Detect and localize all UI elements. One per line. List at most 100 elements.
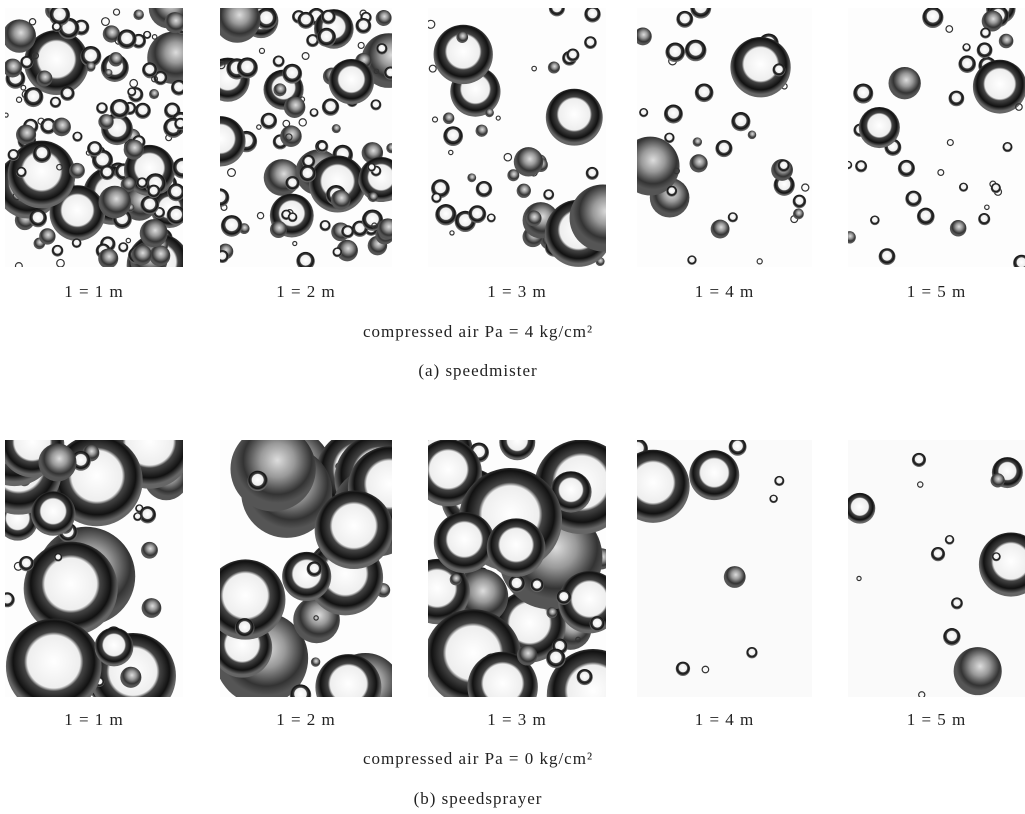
droplet (931, 547, 945, 561)
droplet (211, 188, 230, 207)
droplet (260, 113, 277, 130)
condition: compressed air Pa = 0 kg/cm² (363, 749, 593, 768)
droplet (174, 118, 186, 130)
droplet-photo (404, 422, 639, 742)
droplet (549, 0, 565, 16)
droplet (666, 186, 677, 197)
droplet (386, 143, 396, 153)
droplet (487, 518, 546, 577)
droplet (517, 184, 531, 198)
droplet (329, 59, 374, 104)
droplet (517, 645, 537, 665)
droplet (141, 542, 158, 559)
droplet (468, 205, 486, 223)
droplet (120, 667, 141, 688)
droplet (310, 108, 319, 117)
image-label: 1 = 5 m (907, 710, 967, 729)
droplet (331, 190, 351, 210)
droplet (570, 184, 637, 251)
droplet (149, 89, 159, 99)
droplet (434, 512, 495, 573)
caption: (b) speedsprayer (414, 789, 543, 808)
droplet (317, 28, 336, 47)
droplet (315, 490, 394, 569)
droplet (546, 649, 566, 669)
droplet (288, 212, 298, 222)
droplet (172, 158, 193, 179)
droplet (332, 124, 341, 133)
droplet (167, 206, 186, 225)
droplet (52, 22, 62, 32)
image-label: 1 = 1 m (64, 710, 124, 729)
droplet (311, 657, 320, 666)
droplet (476, 125, 488, 137)
droplet (586, 167, 599, 180)
droplet (889, 67, 921, 99)
droplet (285, 176, 299, 190)
droplet (321, 10, 336, 25)
droplet (376, 10, 392, 26)
droplet (49, 5, 70, 26)
droplet (584, 6, 600, 22)
droplet (905, 191, 921, 207)
image-label: 1 = 4 m (695, 282, 755, 301)
droplet (664, 133, 675, 144)
droplet (450, 574, 462, 586)
droplet (376, 43, 387, 54)
droplet (977, 42, 993, 58)
droplet (39, 228, 55, 244)
droplet (235, 618, 255, 638)
droplet (543, 189, 554, 200)
droplet (135, 103, 151, 119)
droplet (368, 192, 378, 202)
droplet-photo (0, 0, 199, 297)
droplet (844, 493, 875, 524)
droplet (844, 161, 852, 169)
droplet (273, 55, 285, 67)
droplet (33, 144, 52, 163)
droplet (273, 83, 286, 96)
droplet (687, 255, 696, 264)
image-label: 1 = 1 m (64, 282, 124, 301)
droplet (870, 215, 880, 225)
droplet (127, 87, 136, 96)
droplet (50, 97, 61, 108)
droplet (136, 177, 147, 188)
droplet (290, 684, 311, 705)
droplet (87, 141, 102, 156)
droplet (664, 105, 683, 124)
droplet (499, 424, 535, 460)
droplet (793, 195, 807, 209)
droplet (731, 112, 750, 131)
droplet (341, 225, 354, 238)
droplet (514, 147, 543, 176)
droplet (443, 113, 454, 124)
droplet (746, 647, 757, 658)
droplet (164, 12, 185, 33)
droplet (695, 83, 714, 102)
droplet (280, 125, 302, 147)
droplet-photo (427, 0, 637, 267)
droplet (546, 89, 603, 146)
image-label: 1 = 2 m (276, 710, 336, 729)
droplet (774, 476, 784, 486)
droplet (431, 193, 441, 203)
droplet (307, 561, 322, 576)
droplet (728, 212, 738, 222)
droplet (297, 12, 314, 29)
droplet-photo (843, 0, 1025, 272)
droplet (86, 62, 96, 72)
droplet (0, 592, 15, 607)
droplet (769, 495, 778, 504)
droplet (98, 248, 118, 268)
droplet (917, 208, 935, 226)
droplet (950, 220, 967, 237)
condition: compressed air Pa = 4 kg/cm² (363, 322, 593, 341)
droplet (98, 114, 113, 129)
droplet (95, 628, 134, 667)
droplet (230, 426, 315, 511)
droplet (117, 29, 137, 49)
droplet (132, 245, 152, 265)
droplet (487, 214, 496, 223)
droplet (282, 64, 302, 84)
